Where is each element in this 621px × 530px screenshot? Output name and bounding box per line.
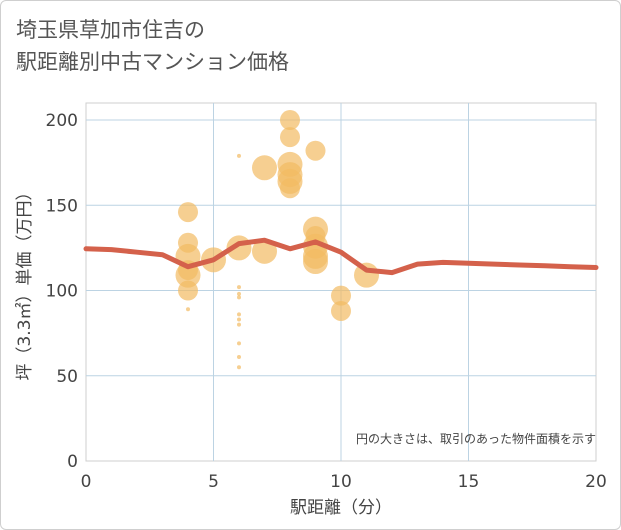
- scatter-point: [178, 280, 198, 301]
- scatter-point: [331, 285, 351, 306]
- scatter-point: [280, 110, 300, 131]
- scatter-point: [305, 140, 326, 161]
- y-axis-title: 坪（3.3㎡）単価（万円）: [15, 183, 35, 380]
- x-tick-label: 5: [208, 472, 219, 492]
- scatter-point: [280, 127, 300, 148]
- chart-title: 埼玉県草加市住吉の 駅距離別中古マンション価格: [16, 14, 289, 78]
- x-tick-label: 0: [81, 472, 92, 492]
- chart-title-line-1: 埼玉県草加市住吉の: [16, 18, 205, 42]
- scatter-point: [237, 153, 241, 158]
- y-tick-label: 50: [56, 367, 78, 387]
- scatter-point: [277, 168, 303, 194]
- scatter-point: [303, 249, 328, 275]
- y-tick-label: 150: [46, 196, 78, 216]
- scatter-point: [252, 155, 277, 181]
- scatter-point: [331, 300, 351, 321]
- scatter-point: [178, 202, 198, 223]
- scatter-point: [186, 307, 190, 312]
- scatter-point: [237, 322, 241, 327]
- average-line-layer: [83, 237, 599, 276]
- scatter-point: [237, 312, 241, 317]
- y-tick-label: 100: [46, 282, 78, 302]
- chart-title-line-2: 駅距離別中古マンション価格: [16, 50, 289, 74]
- scatter-point: [237, 285, 241, 290]
- scatter-point: [237, 355, 241, 360]
- scatter-point: [175, 262, 201, 288]
- x-tick-label: 10: [330, 472, 352, 492]
- scatter-point: [237, 317, 241, 322]
- y-tick-label: 0: [67, 452, 78, 472]
- scatter-point: [237, 341, 241, 346]
- scatter-point: [237, 365, 241, 370]
- average-price-line: [83, 237, 599, 276]
- scatter-point: [237, 291, 241, 296]
- scatter-point: [237, 295, 241, 300]
- scatter-point: [252, 238, 277, 264]
- size-annotation: 円の大きさは、取引のあった物件面積を示す: [356, 431, 596, 446]
- gridlines: [86, 103, 596, 461]
- x-axis-title: 駅距離（分）: [290, 498, 392, 518]
- y-tick-label: 200: [46, 111, 78, 131]
- x-tick-label: 20: [585, 472, 607, 492]
- x-tick-label: 15: [458, 472, 480, 492]
